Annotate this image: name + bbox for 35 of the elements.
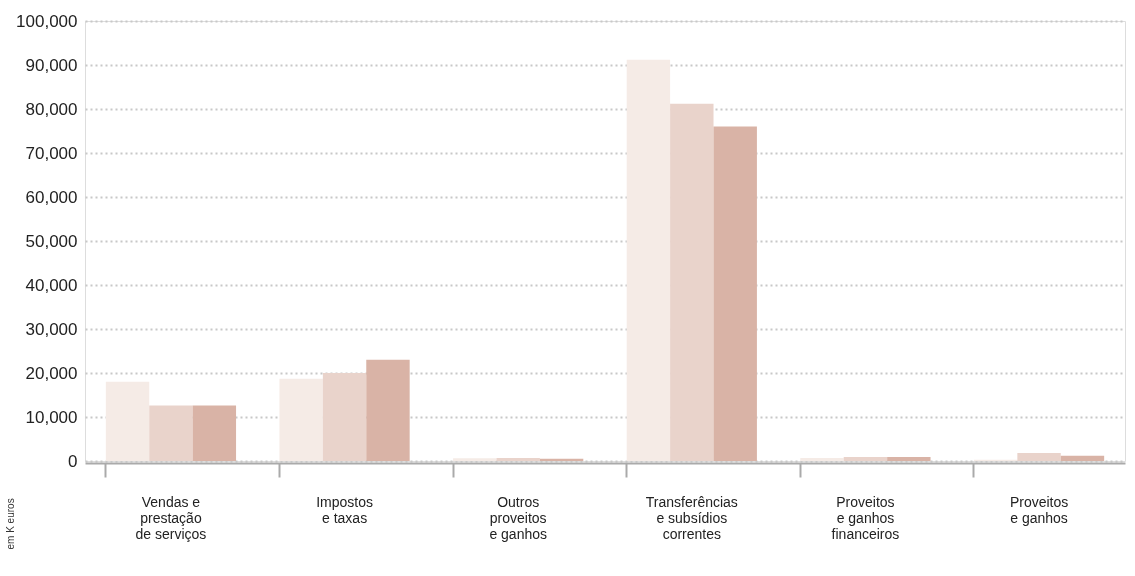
y-tick-label: 50,000 [25, 231, 78, 251]
y-tick-label: 0 [68, 451, 78, 471]
y-tick-label: 30,000 [25, 319, 78, 339]
y-axis-title: em K euros [4, 498, 16, 550]
bar [670, 103, 714, 461]
bar [322, 373, 367, 461]
x-tick-label: Vendas e prestação de serviços [135, 493, 207, 542]
y-tick-label: 90,000 [25, 55, 78, 75]
bar [105, 381, 150, 461]
y-tick-label: 60,000 [25, 187, 78, 207]
bar [279, 378, 323, 461]
bar [539, 458, 584, 461]
bar [713, 126, 757, 461]
y-tick-label: 80,000 [25, 99, 78, 119]
x-tick-label: Proveitos e ganhos [1009, 493, 1069, 526]
y-tick-label: 100,000 [16, 11, 78, 31]
y-tick-label: 70,000 [25, 143, 78, 163]
y-tick-label: 40,000 [25, 275, 78, 295]
x-tick-label: Transferências e subsídios correntes [645, 493, 738, 542]
x-tick-label: Impostos e taxas [316, 493, 373, 526]
bar [366, 359, 410, 461]
bar [1060, 455, 1105, 461]
bar [149, 405, 193, 461]
bar [626, 59, 671, 461]
bar [887, 457, 931, 461]
x-tick-label: Proveitos e ganhos financeiros [831, 493, 900, 542]
y-tick-label: 10,000 [25, 407, 78, 427]
bar [1017, 453, 1061, 461]
bar [800, 457, 844, 461]
bar [192, 405, 237, 461]
bar [496, 457, 540, 461]
bar [453, 458, 497, 461]
y-tick-label: 20,000 [25, 363, 78, 383]
bar [843, 457, 888, 461]
x-tick-label: Outros proveitos e ganhos [489, 493, 547, 542]
